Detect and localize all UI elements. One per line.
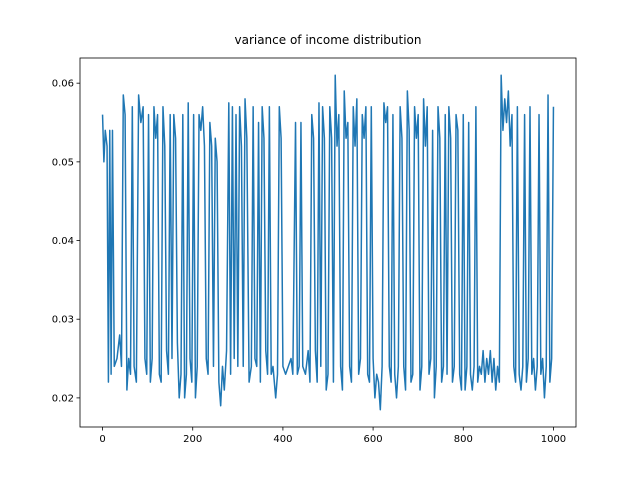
x-tick-label: 600	[364, 434, 383, 445]
chart-title: variance of income distribution	[234, 33, 421, 47]
x-tick-label: 800	[454, 434, 473, 445]
y-tick-label: 0.02	[52, 393, 74, 404]
data-line	[101, 74, 555, 411]
y-tick-label: 0.05	[52, 157, 74, 168]
axes-frame	[79, 57, 577, 428]
x-tick-label: 200	[183, 434, 202, 445]
y-tick-label: 0.06	[52, 79, 74, 90]
x-tick-label: 0	[99, 434, 105, 445]
y-tick-label: 0.04	[52, 236, 74, 247]
x-tick-label: 400	[273, 434, 292, 445]
y-tick-label: 0.03	[52, 315, 74, 326]
x-tick-label: 1000	[541, 434, 566, 445]
